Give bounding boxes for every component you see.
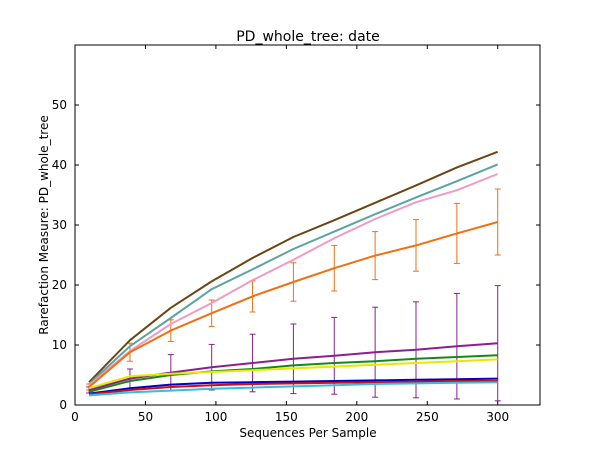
series-line-7 — [88, 377, 498, 395]
series-line-8 — [88, 380, 498, 396]
series-line-2 — [88, 173, 499, 386]
series-line-6 — [88, 358, 498, 390]
y-tick-label: 0 — [59, 398, 67, 412]
y-tick-label: 50 — [52, 98, 67, 112]
x-tick-label: 0 — [71, 410, 79, 424]
y-tick-label: 20 — [52, 278, 67, 292]
series-line-1 — [88, 163, 499, 385]
axes-layer: 0 50 100 150 200 250 300 0 10 20 30 40 50 — [52, 45, 540, 424]
x-tick-label: 150 — [275, 410, 298, 424]
series-layer — [86, 150, 501, 402]
chart-title: PD_whole_tree: date — [236, 29, 380, 45]
series-line-3 — [88, 221, 498, 388]
series-line-0 — [88, 150, 499, 383]
x-tick-label: 250 — [416, 410, 439, 424]
y-tick-label: 10 — [52, 338, 67, 352]
x-tick-label: 50 — [138, 410, 153, 424]
x-tick-label: 200 — [345, 410, 368, 424]
x-tick-label: 300 — [486, 410, 509, 424]
plot-frame — [74, 44, 541, 406]
y-axis-label: Rarefaction Measure: PD_whole_tree — [37, 115, 51, 334]
y-tick-label: 40 — [52, 158, 67, 172]
series-line-9 — [89, 381, 498, 397]
x-tick-label: 100 — [204, 410, 227, 424]
series-line-5 — [88, 354, 498, 393]
x-axis-label: Sequences Per Sample — [239, 426, 376, 440]
y-tick-label: 30 — [52, 218, 67, 232]
